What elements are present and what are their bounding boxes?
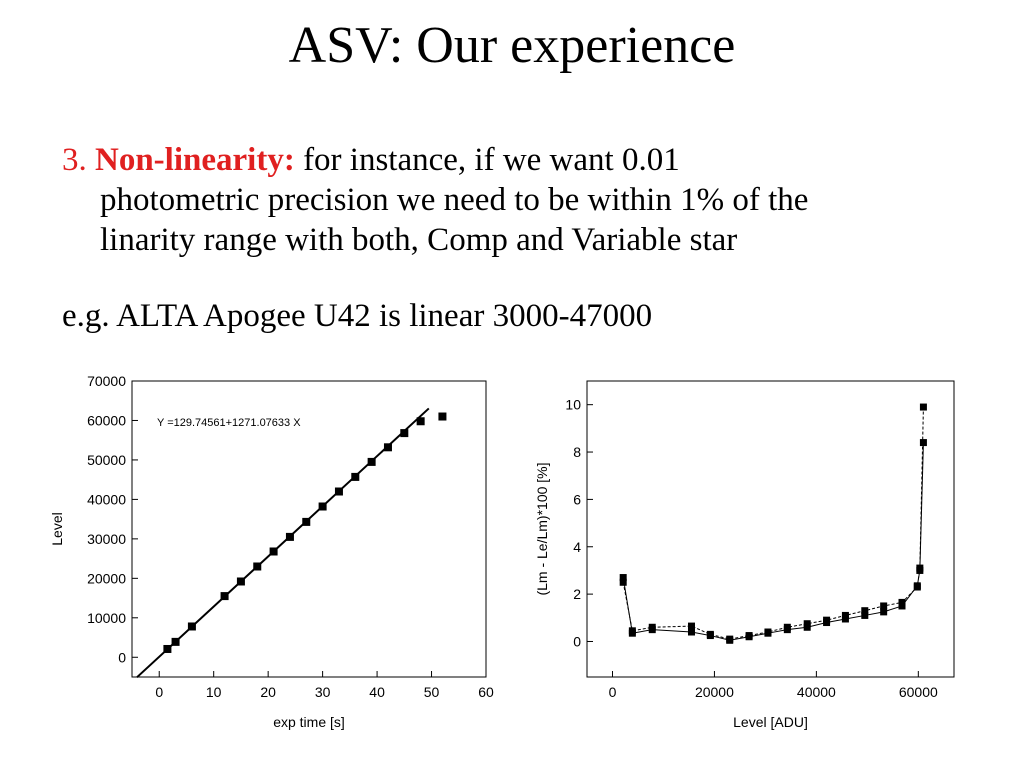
- data-point: [318, 502, 327, 511]
- x-tick-label: 60: [478, 684, 494, 700]
- plot-frame: [131, 380, 487, 678]
- linearity-chart: 0 10000 20000 30000 40000 50000 60000 70000 0 10…: [49, 373, 494, 730]
- y-axis-label: Level: [49, 512, 65, 545]
- data-point: [236, 577, 245, 586]
- fit-equation: Y =129.74561+1271.07633 X: [157, 417, 301, 429]
- y-tick-label: 10: [565, 397, 581, 413]
- x-tick-label: 20000: [695, 684, 734, 700]
- x-tick-label: 40000: [797, 684, 836, 700]
- data-point: [285, 532, 294, 541]
- y-tick-label: 30000: [87, 531, 126, 547]
- data-point: [803, 620, 811, 628]
- y-tick-label: 40000: [87, 491, 126, 507]
- fit-line: [136, 407, 430, 679]
- data-point: [913, 583, 921, 591]
- series-line: [622, 442, 924, 641]
- y-tick-label: 50000: [87, 452, 126, 468]
- data-point: [619, 574, 627, 582]
- data-point: [841, 615, 849, 623]
- data-point: [687, 628, 695, 636]
- bullet-example: e.g. ALTA Apogee U42 is linear 3000-4700…: [62, 298, 653, 334]
- data-point: [861, 607, 869, 615]
- data-point: [269, 547, 278, 556]
- x-tick-label: 0: [609, 684, 617, 700]
- bullet-keyword: Non-linearity:: [95, 142, 295, 178]
- data-point: [687, 622, 695, 630]
- data-point: [726, 635, 734, 643]
- y-tick-label: 0: [573, 633, 581, 649]
- data-point: [841, 611, 849, 619]
- data-point: [351, 472, 360, 481]
- data-point: [648, 623, 656, 631]
- data-point: [919, 439, 927, 447]
- data-point: [823, 616, 831, 624]
- data-point: [416, 417, 425, 426]
- x-tick-label: 40: [369, 684, 385, 700]
- x-axis-label: Level [ADU]: [733, 714, 808, 730]
- x-axis-label: exp time [s]: [273, 714, 345, 730]
- data-point: [880, 608, 888, 616]
- data-point: [919, 403, 927, 411]
- slide-title: ASV: Our experience: [288, 17, 736, 74]
- data-point: [898, 598, 906, 606]
- data-point: [619, 578, 627, 586]
- y-tick-label: 6: [573, 491, 581, 507]
- y-tick-label: 20000: [87, 570, 126, 586]
- data-point: [302, 517, 311, 526]
- data-point: [880, 602, 888, 610]
- data-point: [764, 628, 772, 636]
- bullet-number: 3.: [62, 142, 87, 178]
- data-point: [187, 622, 196, 631]
- y-tick-label: 0: [118, 649, 126, 665]
- x-tick-label: 20: [260, 684, 276, 700]
- x-tick-label: 10: [206, 684, 222, 700]
- data-point: [916, 564, 924, 572]
- data-point: [628, 627, 636, 635]
- data-point: [898, 602, 906, 610]
- y-tick-label: 2: [573, 586, 581, 602]
- y-tick-label: 10000: [87, 610, 126, 626]
- bullet-nonlinearity: 3. Non-linearity: for instance, if we wa…: [62, 140, 982, 260]
- data-point: [803, 623, 811, 631]
- y-tick-label: 8: [573, 444, 581, 460]
- y-tick-label: 70000: [87, 373, 126, 389]
- data-point: [220, 592, 229, 601]
- x-tick-label: 50: [424, 684, 440, 700]
- data-point: [438, 412, 447, 421]
- nonlinearity-chart: 0 2 4 6 8 10 0 20000 40000 60000 Level [ADU] (Lm…: [534, 380, 955, 730]
- bullet-line-1: for instance, if we want 0.01: [294, 142, 680, 178]
- x-tick-label: 60000: [899, 684, 938, 700]
- data-point: [334, 487, 343, 496]
- y-axis-label: (Lm - Le/Lm)*100 [%]: [534, 462, 550, 595]
- data-point: [861, 611, 869, 619]
- data-point: [163, 644, 172, 653]
- data-point: [253, 562, 262, 571]
- y-tick-label: 60000: [87, 412, 126, 428]
- data-point: [745, 632, 753, 640]
- data-point: [400, 429, 409, 438]
- data-point: [171, 637, 180, 646]
- plot-frame: [586, 380, 955, 678]
- x-tick-label: 30: [315, 684, 331, 700]
- data-point: [367, 457, 376, 466]
- data-point: [383, 443, 392, 452]
- data-point: [706, 630, 714, 638]
- bullet-line-2: photometric precision we need to be with…: [100, 182, 809, 218]
- y-tick-label: 4: [573, 539, 581, 555]
- bullet-line-3: linarity range with both, Comp and Varia…: [100, 222, 738, 258]
- x-tick-label: 0: [155, 684, 163, 700]
- series-line: [622, 407, 924, 640]
- data-point: [783, 623, 791, 631]
